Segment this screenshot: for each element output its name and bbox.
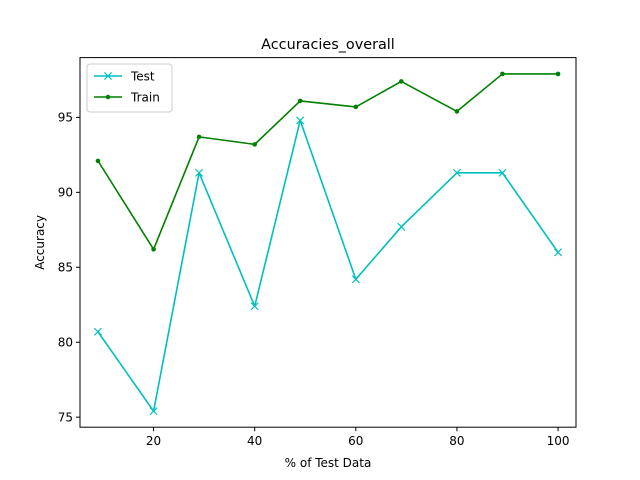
data-point-test-stroke-b (149, 407, 158, 416)
data-point-test-stroke-b (452, 168, 461, 177)
y-tick-label: 95 (58, 111, 73, 125)
y-axis-label: Accuracy (33, 215, 47, 270)
data-point-test (452, 168, 461, 177)
data-point-test (195, 168, 204, 177)
data-point-train (500, 71, 505, 77)
series-layer (93, 71, 563, 416)
data-point-test-stroke-b (296, 116, 305, 125)
data-point-test-stroke-b (397, 222, 406, 231)
data-point-test-stroke-b (93, 327, 102, 336)
x-tick-label: 80 (449, 434, 464, 448)
x-tick-label: 20 (146, 434, 161, 448)
data-point-test (149, 407, 158, 416)
series-train (95, 71, 561, 252)
data-point-train (399, 79, 404, 84)
data-point-train (252, 142, 257, 147)
legend-items: Test Train (94, 69, 160, 104)
data-point-test (554, 248, 563, 257)
series-line-test (97, 119, 559, 412)
x-tick-label: 100 (547, 434, 570, 448)
plot-area: 20 40 60 80 100 75 80 85 90 95 (58, 57, 577, 448)
data-point-test (93, 327, 102, 336)
data-point-train (454, 109, 460, 114)
series-test (93, 116, 563, 416)
chart-title: Accuracies_overall (261, 37, 395, 53)
data-point-test-stroke-b (250, 302, 259, 311)
data-point-test-stroke-b (554, 248, 563, 257)
data-point-test (296, 116, 305, 125)
data-point-train (555, 71, 561, 77)
legend: Test Train (86, 63, 173, 113)
data-point-test (250, 302, 259, 311)
x-tick-label: 60 (348, 434, 363, 448)
legend-item-train: Train (94, 90, 160, 104)
series-line-train (97, 73, 559, 251)
legend-label-test: Test (130, 69, 155, 83)
data-point-test-stroke-b (351, 275, 360, 284)
data-point-train (95, 158, 101, 164)
data-point-train (297, 98, 303, 104)
data-point-train (151, 246, 156, 252)
legend-marker-test-stroke-b (103, 71, 113, 81)
x-tick-label: 40 (247, 434, 262, 448)
y-axis-ticks: 75 80 85 90 95 (58, 111, 80, 424)
y-tick-label: 80 (58, 336, 73, 350)
axes-frame (79, 57, 577, 428)
y-tick-label: 75 (58, 410, 73, 424)
data-point-train (353, 104, 359, 110)
x-axis-label: % of Test Data (285, 456, 372, 470)
legend-frame (86, 63, 173, 113)
legend-marker-train (105, 94, 111, 100)
legend-label-train: Train (130, 90, 160, 104)
legend-item-test: Test (94, 69, 155, 83)
legend-marker-test (103, 71, 113, 81)
y-tick-label: 85 (58, 261, 73, 275)
x-axis-ticks: 20 40 60 80 100 (146, 427, 570, 448)
data-point-test (397, 222, 406, 231)
y-tick-label: 90 (58, 186, 73, 200)
data-point-train (196, 134, 202, 140)
data-point-test (351, 275, 360, 284)
data-point-test-stroke-b (195, 168, 204, 177)
data-point-test-stroke-b (498, 168, 507, 177)
data-point-test (498, 168, 507, 177)
